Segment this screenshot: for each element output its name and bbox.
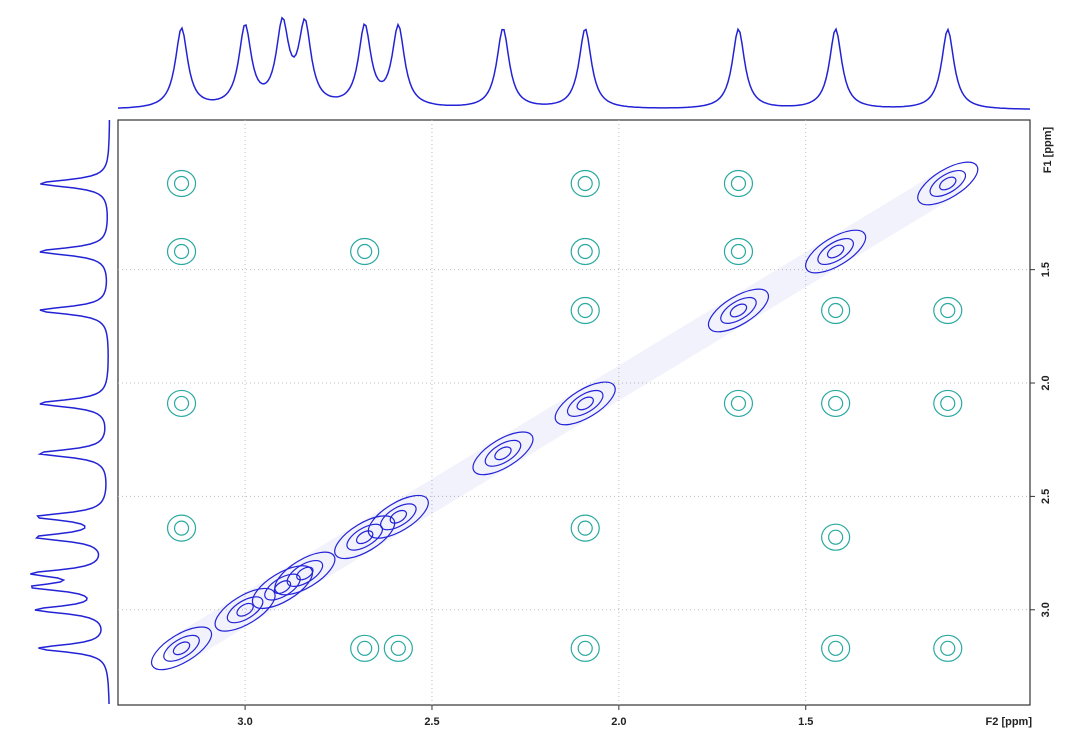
projection-f2 bbox=[117, 16, 1031, 110]
cross-peak bbox=[166, 169, 197, 198]
cross-peak bbox=[940, 640, 956, 656]
cross-peak bbox=[828, 640, 844, 656]
x-tick-label: 2.0 bbox=[611, 716, 626, 728]
cross-peak bbox=[723, 237, 754, 266]
cross-peak bbox=[821, 523, 851, 551]
cross-peak bbox=[577, 640, 593, 656]
cross-peak bbox=[350, 237, 380, 266]
diagonal-peak bbox=[274, 551, 336, 596]
x-tick-label: 1.5 bbox=[798, 716, 813, 728]
y-axis-label: F1 [ppm] bbox=[1042, 126, 1054, 173]
cross-peak bbox=[166, 514, 197, 542]
y-tick-label: 2.5 bbox=[1040, 489, 1052, 504]
cross-peak bbox=[730, 243, 747, 260]
cross-peak bbox=[933, 634, 963, 662]
plot-frame bbox=[117, 119, 1031, 706]
cross-peak bbox=[821, 389, 851, 418]
diagonal-peak bbox=[226, 596, 264, 624]
diagonal-peak bbox=[389, 509, 408, 524]
diagonal-peak bbox=[273, 580, 292, 595]
cross-peak bbox=[570, 634, 600, 662]
diagonal-peak bbox=[805, 229, 867, 274]
diagonal-peak bbox=[236, 602, 254, 617]
cross-peak bbox=[357, 243, 373, 260]
cross-peak bbox=[383, 634, 413, 662]
diagonal-peak bbox=[346, 523, 384, 551]
diagonal-peak bbox=[494, 446, 512, 461]
y-tick-label: 3.0 bbox=[1040, 602, 1052, 617]
cross-peak bbox=[570, 514, 600, 542]
cross-peak bbox=[577, 302, 593, 319]
cross-peak bbox=[570, 169, 600, 198]
cross-peak bbox=[821, 296, 851, 325]
diagonal-peak bbox=[576, 396, 594, 411]
diagonal-peak bbox=[214, 587, 276, 632]
diagonal-peak bbox=[720, 296, 757, 324]
x-tick-label: 2.5 bbox=[424, 716, 439, 728]
diagonal-peak bbox=[729, 303, 748, 318]
diagonal-peak bbox=[707, 288, 770, 333]
cross-peak bbox=[940, 395, 956, 412]
diagonal-ridge bbox=[166, 168, 963, 664]
y-tick-label: 2.0 bbox=[1040, 375, 1052, 390]
cross-peak bbox=[577, 243, 593, 260]
diagonal-peak bbox=[296, 566, 314, 581]
cross-peak bbox=[350, 634, 380, 662]
diagonal-peak bbox=[150, 626, 213, 671]
cross-peak bbox=[173, 243, 190, 260]
diagonal-peak bbox=[826, 244, 845, 259]
cross-peak bbox=[730, 175, 747, 192]
diagonal-peak bbox=[472, 431, 534, 476]
cross-peak bbox=[173, 520, 190, 536]
cross-peak bbox=[933, 389, 963, 418]
cross-peak bbox=[723, 169, 754, 198]
diagonal-peak bbox=[163, 634, 200, 662]
cross-peak bbox=[821, 634, 851, 662]
diagonal-peak bbox=[334, 515, 396, 560]
cross-peak bbox=[730, 395, 747, 412]
cross-peak bbox=[570, 296, 600, 325]
diagonal-peak bbox=[939, 176, 957, 191]
diagonal-peak bbox=[380, 503, 417, 531]
diagonal-peak bbox=[554, 381, 616, 426]
cross-peak bbox=[933, 296, 963, 325]
cross-peak bbox=[357, 640, 373, 656]
cross-peak bbox=[828, 395, 844, 412]
diagonal-peak bbox=[566, 389, 604, 417]
diagonal-peak bbox=[484, 439, 522, 467]
diagonal-peak bbox=[251, 565, 314, 610]
diagonal-peak bbox=[817, 237, 854, 266]
diagonal-peak bbox=[172, 641, 191, 656]
cross-peak bbox=[940, 302, 956, 319]
cross-peak bbox=[166, 237, 197, 266]
y-tick-label: 1.5 bbox=[1040, 262, 1052, 277]
cross-peak bbox=[577, 520, 593, 536]
diagonal-peak bbox=[355, 530, 374, 545]
cross-peak bbox=[577, 175, 593, 192]
cross-peak bbox=[723, 389, 754, 418]
x-tick-label: 3.0 bbox=[237, 716, 252, 728]
cross-peak bbox=[166, 389, 197, 418]
cross-peak bbox=[173, 175, 190, 192]
diagonal-peak bbox=[367, 494, 429, 539]
x-axis-label: F2 [ppm] bbox=[986, 716, 1033, 728]
cross-peak bbox=[173, 395, 190, 412]
diagonal-peak bbox=[929, 169, 967, 198]
projection-f1 bbox=[30, 120, 111, 704]
cross-peak bbox=[570, 237, 600, 266]
diagonal-peak bbox=[286, 559, 324, 588]
cross-peak bbox=[828, 302, 844, 319]
cross-peak bbox=[390, 640, 406, 656]
diagonal-peak bbox=[917, 161, 979, 206]
cross-peak bbox=[828, 529, 844, 545]
